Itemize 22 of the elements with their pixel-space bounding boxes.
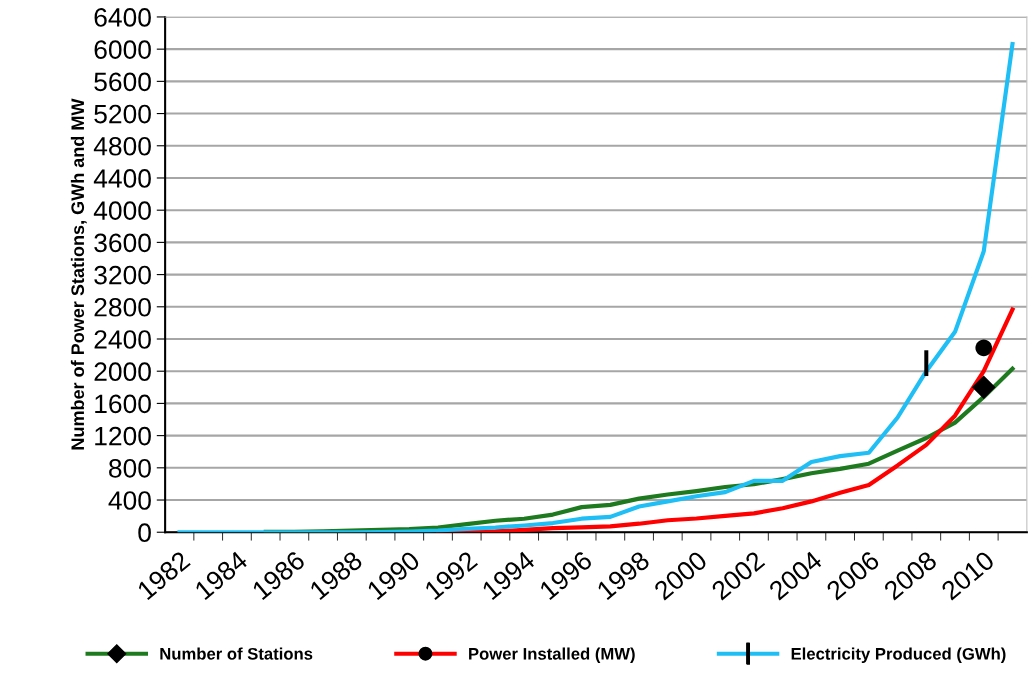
y-tick-label: 5200	[94, 104, 151, 124]
y-tick-label: 3600	[94, 233, 151, 253]
y-tick-label: 2800	[94, 297, 151, 317]
y-axis-title: Number of Power Stations, GWh and MW	[70, 98, 87, 450]
y-tick-label: 800	[109, 458, 151, 478]
y-tick-label: 3200	[94, 265, 151, 285]
y-tick-label: 5600	[94, 72, 151, 92]
line-series	[177, 41, 1015, 533]
y-tick-label: 400	[108, 491, 151, 510]
y-tick-label: 4000	[93, 201, 151, 220]
y-tick-label: 2400	[94, 330, 151, 349]
y-tick-label: 0	[138, 523, 151, 543]
y-tick-label: 4800	[93, 136, 151, 156]
y-tick-label: 4400	[93, 169, 151, 188]
legend-label: Number of Stations	[160, 647, 313, 660]
y-tick-label: 1200	[95, 426, 151, 446]
y-tick-label: 6400	[94, 8, 151, 27]
y-tick-label: 6000	[94, 40, 151, 59]
legend-label: Electricity Produced (GWh)	[791, 647, 1006, 663]
y-tick-label: 1600	[95, 394, 151, 414]
y-tick-label: 2000	[94, 362, 151, 382]
legend-label: Power Installed (MW)	[469, 647, 635, 663]
